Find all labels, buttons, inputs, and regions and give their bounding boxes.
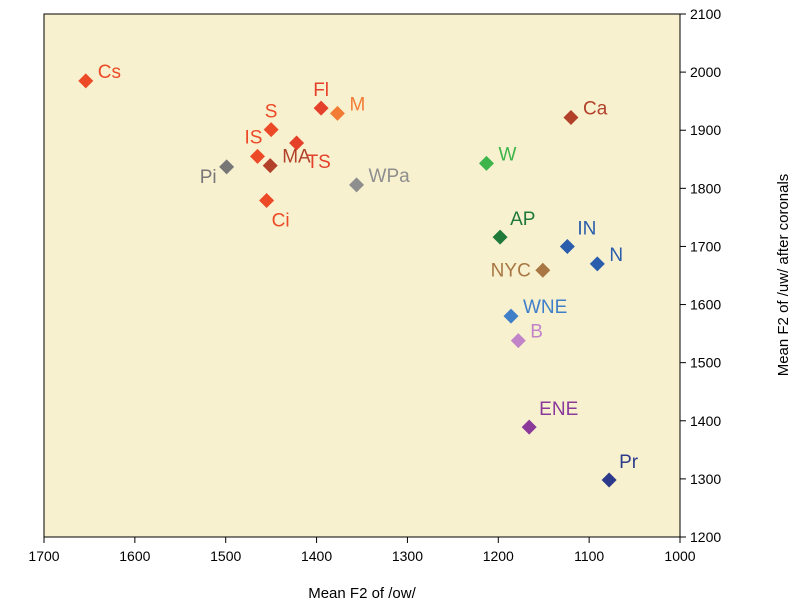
data-label-wne: WNE bbox=[523, 297, 567, 318]
x-tick-label: 1100 bbox=[574, 548, 604, 564]
x-tick-label: 1400 bbox=[301, 548, 332, 564]
data-label-cs: Cs bbox=[98, 62, 121, 83]
data-point-ma bbox=[262, 158, 278, 174]
y-tick-label: 1500 bbox=[690, 355, 721, 371]
data-label-fl: Fl bbox=[313, 80, 329, 101]
data-label-m: M bbox=[349, 94, 365, 115]
data-point-w bbox=[478, 155, 494, 171]
y-tick-label: 1200 bbox=[690, 529, 721, 545]
y-tick-label: 2000 bbox=[690, 64, 721, 80]
y-tick-label: 1600 bbox=[690, 297, 721, 313]
data-label-ma: MA bbox=[282, 147, 311, 168]
y-tick-label: 1900 bbox=[690, 122, 721, 138]
data-label-s: S bbox=[265, 102, 278, 123]
data-point-ca bbox=[563, 109, 579, 125]
x-tick-label: 1000 bbox=[664, 548, 695, 564]
data-point-ci bbox=[259, 193, 275, 209]
y-tick-label: 1700 bbox=[690, 238, 721, 254]
data-point-pi bbox=[219, 159, 235, 175]
data-point-ene bbox=[521, 419, 537, 435]
data-label-w: W bbox=[498, 144, 516, 165]
data-point-cs bbox=[78, 73, 94, 89]
data-label-wpa: WPa bbox=[369, 166, 411, 187]
plot-area bbox=[43, 13, 681, 538]
data-label-pr: Pr bbox=[619, 452, 639, 473]
data-label-ap: AP bbox=[510, 209, 535, 230]
x-tick-label: 1600 bbox=[119, 548, 150, 564]
data-label-n: N bbox=[609, 245, 623, 266]
data-point-pr bbox=[601, 472, 617, 488]
data-label-b: B bbox=[530, 322, 543, 343]
data-label-nyc: NYC bbox=[491, 260, 531, 281]
data-point-nyc bbox=[535, 262, 551, 278]
y-tick-label: 1400 bbox=[690, 413, 721, 429]
data-point-ap bbox=[492, 229, 508, 245]
data-label-ci: Ci bbox=[272, 211, 290, 232]
data-label-ts: TS bbox=[307, 152, 331, 173]
data-labels: Cs Fl M S TS IS MA Pi WPa Ci Ca W AP IN N NYC WNE B ENE Pr bbox=[98, 62, 639, 473]
x-tick-label: 1500 bbox=[210, 548, 241, 564]
data-point-m bbox=[329, 105, 345, 121]
data-point-fl bbox=[313, 100, 329, 116]
data-point-n bbox=[589, 256, 605, 272]
data-label-ene: ENE bbox=[539, 399, 578, 420]
data-points bbox=[78, 73, 617, 488]
data-label-in: IN bbox=[577, 218, 596, 239]
y-tick-label: 1800 bbox=[690, 180, 721, 196]
data-point-wpa bbox=[349, 177, 365, 193]
x-axis: 1700 1600 1500 1400 1300 1200 1100 1000 bbox=[28, 537, 696, 564]
y-axis: 1200 1300 1400 1500 1600 1700 1800 1900 2000 2100 bbox=[680, 6, 721, 545]
data-label-ca: Ca bbox=[583, 98, 608, 119]
y-tick-label: 1300 bbox=[690, 471, 721, 487]
data-label-pi: Pi bbox=[200, 167, 217, 188]
data-label-is: IS bbox=[245, 127, 263, 148]
y-axis-title: Mean F2 of /uw/ after coronals bbox=[775, 174, 792, 377]
x-tick-label: 1200 bbox=[483, 548, 514, 564]
y-tick-label: 2100 bbox=[690, 6, 721, 22]
data-point-s bbox=[263, 122, 279, 138]
data-point-is bbox=[250, 148, 266, 164]
data-point-ts bbox=[289, 135, 305, 151]
data-point-in bbox=[559, 238, 575, 254]
data-point-wne bbox=[503, 308, 519, 324]
data-point-b bbox=[510, 333, 526, 349]
x-tick-label: 1700 bbox=[28, 548, 59, 564]
x-axis-title: Mean F2 of /ow/ bbox=[308, 585, 416, 602]
x-tick-label: 1300 bbox=[392, 548, 423, 564]
